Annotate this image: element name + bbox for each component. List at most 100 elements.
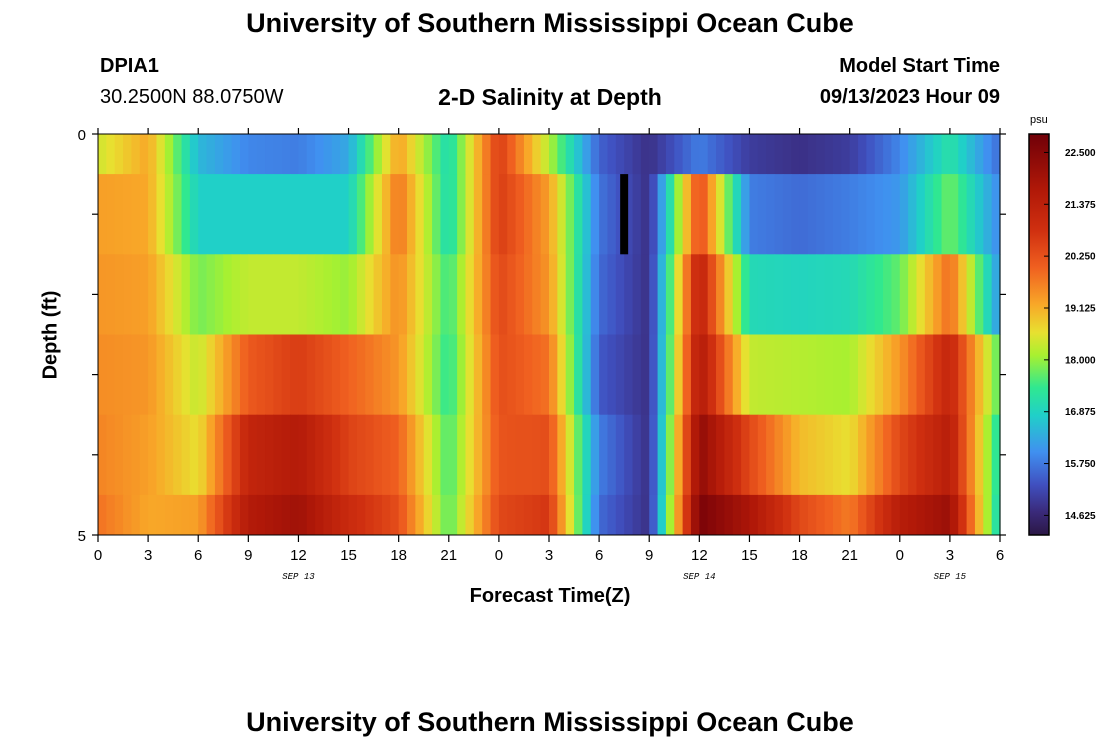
heatmap-cell bbox=[582, 494, 592, 536]
heatmap-cell bbox=[941, 254, 951, 335]
heatmap-cell bbox=[256, 254, 266, 335]
heatmap-cell bbox=[323, 494, 333, 536]
heatmap-cell bbox=[281, 414, 291, 496]
heatmap-cell bbox=[507, 414, 517, 496]
model-start-label: Model Start Time bbox=[839, 55, 1000, 77]
heatmap-cell bbox=[983, 254, 993, 335]
x-tick-label: 9 bbox=[645, 547, 653, 564]
heatmap-cell bbox=[340, 254, 350, 335]
x-tick-label: 21 bbox=[841, 547, 858, 564]
heatmap-cell bbox=[791, 254, 801, 335]
heatmap-cell bbox=[941, 174, 951, 255]
heatmap-cell bbox=[106, 134, 116, 175]
heatmap-cell bbox=[732, 254, 742, 335]
heatmap-cell bbox=[398, 494, 408, 536]
heatmap-cell bbox=[732, 494, 742, 536]
heatmap-cell bbox=[381, 134, 391, 175]
heatmap-cell bbox=[549, 334, 558, 416]
heatmap-cell bbox=[298, 254, 308, 335]
heatmap-cell bbox=[690, 334, 700, 416]
heatmap-cell bbox=[949, 254, 959, 335]
heatmap-cell bbox=[640, 254, 650, 335]
heatmap-cell bbox=[958, 414, 968, 496]
heatmap-cell bbox=[540, 494, 550, 536]
heatmap-cell bbox=[448, 174, 458, 255]
heatmap-cell bbox=[139, 334, 149, 416]
heatmap-cell bbox=[181, 254, 191, 335]
heatmap-cell bbox=[983, 494, 993, 536]
heatmap-cell bbox=[966, 494, 976, 536]
heatmap-cell bbox=[356, 254, 366, 335]
heatmap-cell bbox=[290, 414, 300, 496]
heatmap-cell bbox=[649, 134, 659, 175]
heatmap-cell bbox=[390, 174, 400, 255]
heatmap-cell bbox=[657, 334, 667, 416]
heatmap-cell bbox=[849, 494, 859, 536]
heatmap-cell bbox=[674, 494, 684, 536]
heatmap-cell bbox=[891, 254, 901, 335]
heatmap-cell bbox=[457, 414, 467, 496]
heatmap-cell bbox=[440, 134, 450, 175]
heatmap-cell bbox=[156, 494, 166, 536]
heatmap-cell bbox=[515, 174, 525, 255]
heatmap-cell bbox=[883, 334, 893, 416]
heatmap-cell bbox=[423, 254, 433, 335]
heatmap-cell bbox=[398, 254, 408, 335]
heatmap-cells bbox=[98, 134, 1001, 536]
heatmap-cell bbox=[624, 414, 634, 496]
heatmap-cell bbox=[173, 174, 183, 255]
heatmap-cell bbox=[916, 334, 926, 416]
heatmap-cell bbox=[807, 334, 817, 416]
heatmap-cell bbox=[440, 414, 450, 496]
heatmap-cell bbox=[490, 254, 500, 335]
heatmap-cell bbox=[315, 254, 325, 335]
heatmap-cell bbox=[523, 414, 533, 496]
heatmap-cell bbox=[306, 334, 316, 416]
heatmap-cell bbox=[557, 174, 567, 255]
heatmap-cell bbox=[515, 414, 525, 496]
heatmap-cell bbox=[624, 174, 634, 255]
date-label: SEP 15 bbox=[934, 572, 967, 582]
heatmap-cell bbox=[958, 254, 968, 335]
heatmap-cell bbox=[590, 174, 600, 255]
heatmap-cell bbox=[223, 494, 233, 536]
heatmap-cell bbox=[933, 414, 943, 496]
heatmap-cell bbox=[774, 174, 784, 255]
colorbar bbox=[1028, 133, 1050, 536]
heatmap-cell bbox=[816, 414, 826, 496]
heatmap-cell bbox=[173, 134, 183, 175]
heatmap-cell bbox=[189, 134, 199, 175]
heatmap-cell bbox=[799, 414, 809, 496]
heatmap-cell bbox=[624, 494, 634, 536]
heatmap-cell bbox=[415, 174, 425, 255]
heatmap-cell bbox=[331, 134, 341, 175]
heatmap-cell bbox=[707, 254, 717, 335]
heatmap-cell bbox=[457, 494, 467, 536]
heatmap-cell bbox=[156, 174, 166, 255]
heatmap-cell bbox=[239, 174, 249, 255]
heatmap-cell bbox=[774, 334, 784, 416]
heatmap-cell bbox=[515, 254, 525, 335]
heatmap-cell bbox=[682, 414, 692, 496]
heatmap-cell bbox=[306, 494, 316, 536]
heatmap-cell bbox=[599, 174, 609, 255]
heatmap-cell bbox=[916, 174, 926, 255]
heatmap-cell bbox=[916, 494, 926, 536]
heatmap-cell bbox=[941, 334, 951, 416]
heatmap-cell bbox=[139, 494, 149, 536]
heatmap-cell bbox=[315, 494, 325, 536]
colorbar-tick-label: 15.750 bbox=[1065, 459, 1096, 470]
heatmap-cell bbox=[649, 174, 659, 255]
heatmap-cell bbox=[757, 334, 767, 416]
heatmap-cell bbox=[189, 254, 199, 335]
heatmap-cell bbox=[615, 254, 625, 335]
heatmap-cell bbox=[858, 134, 867, 175]
heatmap-cell bbox=[983, 334, 993, 416]
heatmap-cell bbox=[131, 134, 141, 175]
heatmap-cell bbox=[665, 254, 675, 335]
x-tick-label: 15 bbox=[340, 547, 357, 564]
heatmap-cell bbox=[214, 494, 224, 536]
heatmap-cell bbox=[557, 494, 567, 536]
heatmap-cell bbox=[599, 334, 609, 416]
heatmap-cell bbox=[632, 254, 642, 335]
